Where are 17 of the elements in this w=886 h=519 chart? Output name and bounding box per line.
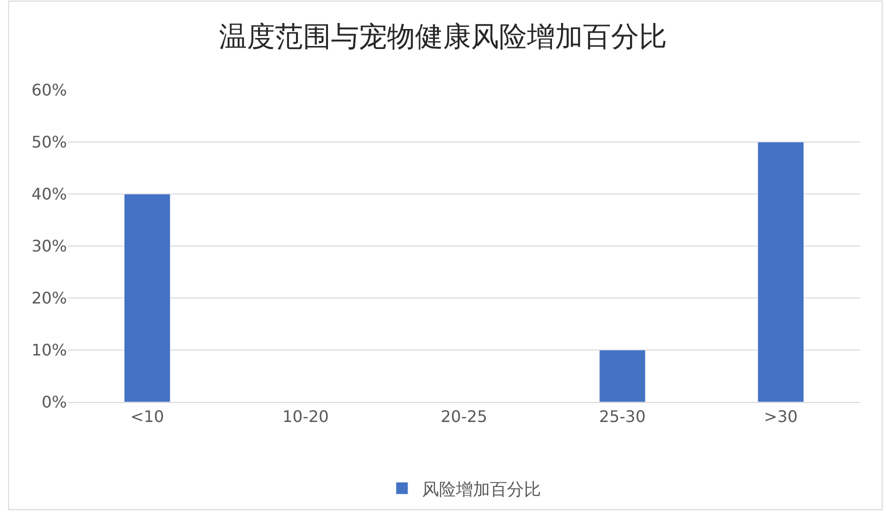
x-tick-label: 10-20: [282, 407, 329, 426]
x-tick-label: <10: [130, 407, 164, 426]
x-tick-label: 20-25: [440, 407, 488, 426]
y-tick-label: 0%: [42, 392, 67, 412]
y-tick-label: 20%: [31, 288, 67, 308]
y-tick-label: 10%: [31, 340, 67, 360]
y-tick-label: 30%: [31, 236, 67, 256]
chart-title: 温度范围与宠物健康风险增加百分比: [219, 20, 667, 54]
y-tick-label: 60%: [31, 80, 67, 100]
bar: [758, 142, 804, 402]
y-tick-label: 40%: [31, 184, 67, 204]
x-tick-label: >30: [764, 407, 798, 426]
legend-label: 风险增加百分比: [422, 480, 541, 500]
y-tick-label: 50%: [31, 132, 67, 152]
bar: [124, 194, 170, 402]
bar: [599, 350, 646, 402]
x-tick-label: 25-30: [599, 407, 646, 426]
